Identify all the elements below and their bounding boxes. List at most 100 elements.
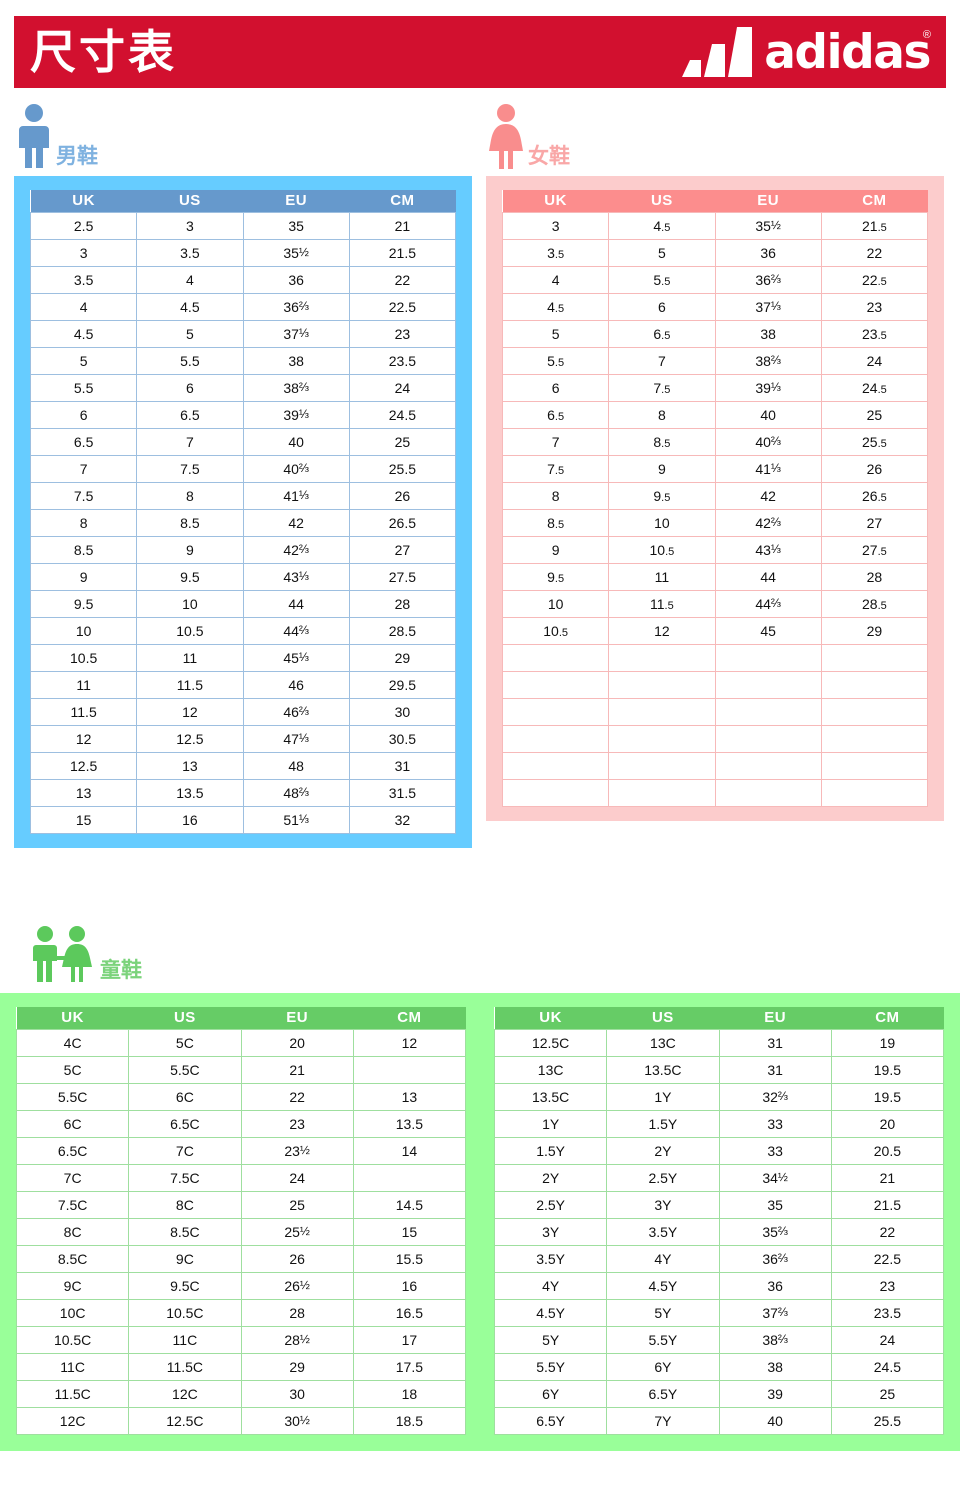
men-size-panel: UK US EU CM 2.5 3 35 21 3 3.5 35½ 21.5 3.5 4 36 22 4 4.5… [14, 176, 472, 848]
column-header-eu: EU [719, 1007, 832, 1029]
cell-cm: 12 [352, 1028, 467, 1057]
cell-eu: 43⅓ [242, 562, 350, 591]
cell-eu: 31 [718, 1055, 832, 1084]
column-header-cm: CM [831, 1007, 944, 1029]
cell-uk: 5C [15, 1055, 130, 1084]
cell-uk: 8.5 [501, 508, 610, 537]
cell-us: 7Y [606, 1406, 720, 1435]
cell-eu: 44⅔ [714, 589, 822, 618]
cell-uk: 12C [15, 1406, 130, 1435]
cell-cm: 26.5 [348, 508, 457, 537]
cell-cm: 20.5 [830, 1136, 945, 1165]
cell-uk [501, 643, 610, 672]
table-row: 10 10.5 44⅔ 28.5 [29, 616, 457, 645]
cell-cm: 27 [820, 508, 929, 537]
cell-uk: 7.5 [29, 481, 138, 510]
cell-cm: 16.5 [352, 1298, 467, 1327]
cell-eu: 44 [714, 562, 822, 591]
cell-us: 10.5C [128, 1298, 242, 1327]
cell-uk: 4.5 [29, 319, 138, 348]
table-row: 10.5 11 45⅓ 29 [29, 643, 457, 672]
cell-uk: 4 [501, 265, 610, 294]
cell-eu: 38 [718, 1352, 832, 1381]
table-row: 7 8.5 40⅔ 25.5 [501, 427, 929, 456]
table-row: 3.5 4 36 22 [29, 265, 457, 294]
cell-eu: 38⅔ [714, 346, 822, 375]
cell-eu: 42 [242, 508, 350, 537]
cell-uk: 10.5 [501, 616, 610, 645]
cell-cm: 32 [348, 805, 457, 834]
cell-cm: 21 [830, 1163, 945, 1192]
column-header-eu: EU [241, 1007, 354, 1029]
adidas-logo: adidas ® [682, 26, 931, 78]
cell-uk: 6.5 [501, 400, 610, 429]
table-row: 8C 8.5C 25½ 15 [15, 1217, 467, 1246]
table-row: 10.5 12 45 29 [501, 616, 929, 645]
cell-cm: 15.5 [352, 1244, 467, 1273]
cell-cm: 22 [830, 1217, 945, 1246]
cell-eu: 40⅔ [242, 454, 350, 483]
table-row: 12C 12.5C 30½ 18.5 [15, 1406, 467, 1435]
table-row: 9 9.5 43⅓ 27.5 [29, 562, 457, 591]
table-row [501, 778, 929, 807]
table-row: 7.5 8 41⅓ 26 [29, 481, 457, 510]
cell-cm: 19.5 [830, 1055, 945, 1084]
cell-us: 9C [128, 1244, 242, 1273]
cell-uk: 13C [493, 1055, 608, 1084]
table-header-row: UK US EU CM [30, 190, 456, 212]
children-figures-icon [33, 926, 92, 982]
cell-us: 3.5 [136, 238, 244, 267]
table-row: 6.5 8 40 25 [501, 400, 929, 429]
cell-uk: 3.5 [29, 265, 138, 294]
cell-eu: 35½ [714, 211, 822, 240]
cell-eu: 38 [242, 346, 350, 375]
cell-cm: 27.5 [348, 562, 457, 591]
table-row: 12 12.5 47⅓ 30.5 [29, 724, 457, 753]
cell-eu: 43⅓ [714, 535, 822, 564]
cell-us: 6C [128, 1082, 242, 1111]
column-header-us: US [606, 1007, 719, 1029]
table-header-row: UK US EU CM [502, 190, 928, 212]
table-row: 5.5 6 38⅔ 24 [29, 373, 457, 402]
cell-uk: 2.5 [29, 211, 138, 240]
cell-us: 4.5Y [606, 1271, 720, 1300]
cell-cm: 28.5 [820, 589, 929, 618]
cell-cm [820, 643, 929, 672]
cell-us: 16 [136, 805, 244, 834]
cell-uk: 10 [501, 589, 610, 618]
table-row: 11.5 12 46⅔ 30 [29, 697, 457, 726]
cell-eu: 23 [240, 1109, 354, 1138]
cell-eu: 45 [714, 616, 822, 645]
cell-eu: 37⅓ [242, 319, 350, 348]
women-table-body: 3 4.5 35½ 21.5 3.5 5 36 22 4 5.5 36⅔ 22.5 4.5 6 37⅓ 23 5… [501, 211, 929, 807]
cell-uk: 11C [15, 1352, 130, 1381]
cell-uk: 8 [29, 508, 138, 537]
cell-uk: 6 [29, 400, 138, 429]
cell-us: 5 [136, 319, 244, 348]
table-row: 8.5 10 42⅔ 27 [501, 508, 929, 537]
cell-us [608, 751, 716, 780]
table-row: 1Y 1.5Y 33 20 [493, 1109, 945, 1138]
cell-uk: 1Y [493, 1109, 608, 1138]
cell-uk [501, 778, 610, 807]
cell-us: 11.5 [608, 589, 716, 618]
cell-cm: 25 [348, 427, 457, 456]
table-row: 4Y 4.5Y 36 23 [493, 1271, 945, 1300]
cell-eu: 33 [718, 1136, 832, 1165]
cell-uk [501, 751, 610, 780]
cell-eu: 44⅔ [242, 616, 350, 645]
cell-cm: 23 [830, 1271, 945, 1300]
cell-cm: 14.5 [352, 1190, 467, 1219]
cell-cm: 22.5 [348, 292, 457, 321]
cell-eu: 23½ [240, 1136, 354, 1165]
cell-us: 8 [608, 400, 716, 429]
cell-eu: 44 [242, 589, 350, 618]
cell-uk: 3 [29, 238, 138, 267]
cell-us [608, 697, 716, 726]
cell-cm: 28 [348, 589, 457, 618]
cell-us: 2Y [606, 1136, 720, 1165]
table-row [501, 724, 929, 753]
cell-uk: 4C [15, 1028, 130, 1057]
cell-eu [714, 670, 822, 699]
cell-cm: 29 [348, 643, 457, 672]
